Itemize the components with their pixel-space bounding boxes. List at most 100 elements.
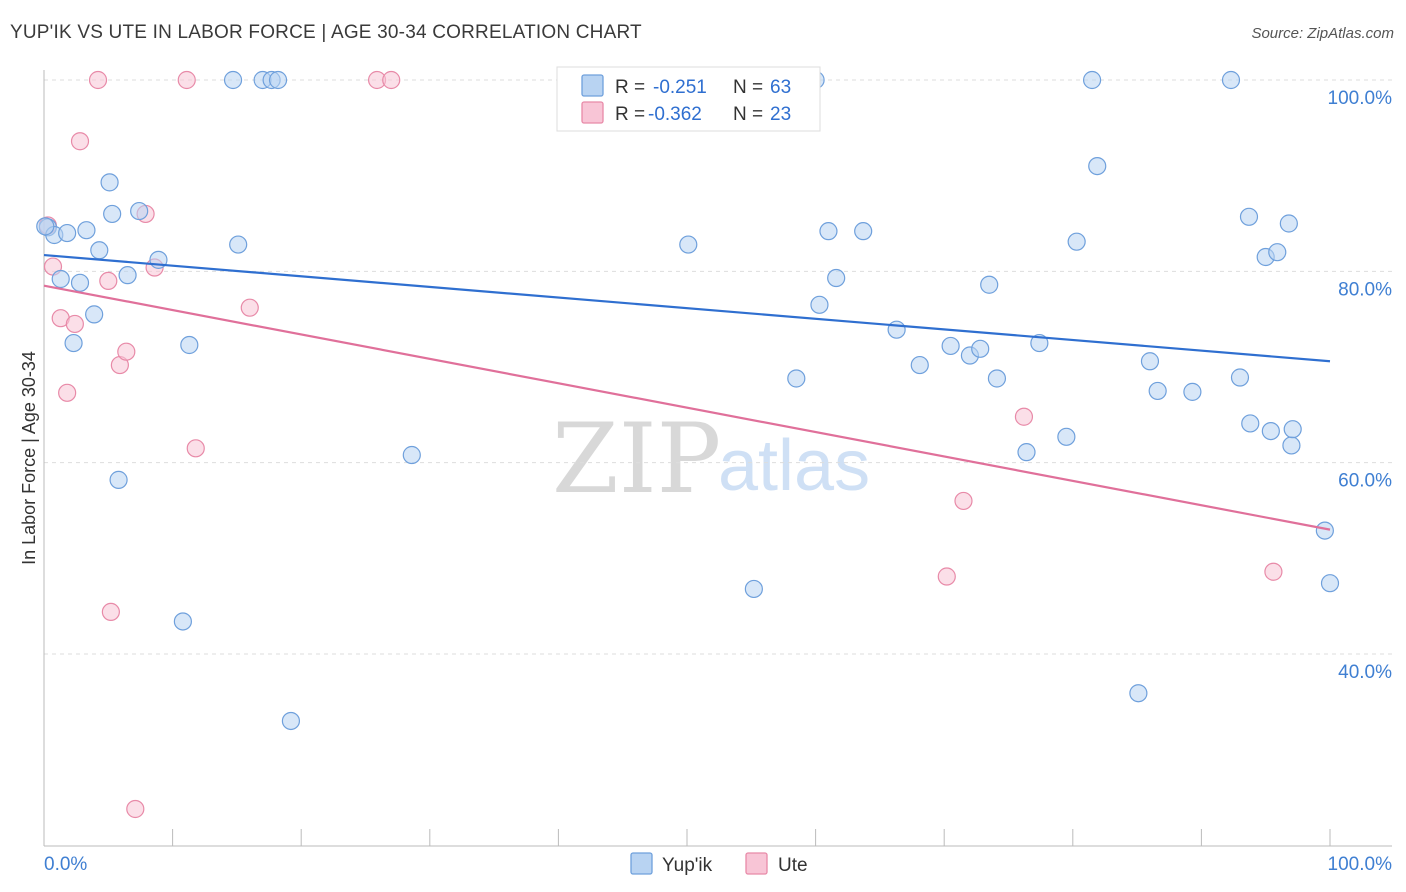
ute-point-5 bbox=[70, 132, 90, 151]
x-tick-label-min: 0.0% bbox=[44, 854, 87, 875]
yupik-point-8 bbox=[90, 241, 109, 260]
yupik-point-15 bbox=[173, 612, 192, 631]
ute-point-20 bbox=[954, 491, 973, 511]
y-tick-label-100: 100.0% bbox=[1328, 88, 1393, 109]
yupik-point-62 bbox=[36, 217, 55, 236]
yupik-point-18 bbox=[229, 235, 248, 254]
bottom-legend-yupik: Yup'ik bbox=[662, 855, 713, 876]
y-tick-labels: 40.0% 60.0% 80.0% 100.0% bbox=[1328, 88, 1393, 683]
ute-point-21 bbox=[1014, 407, 1034, 426]
yupik-point-11 bbox=[109, 470, 128, 489]
ute-point-3 bbox=[58, 383, 77, 402]
gridlines bbox=[44, 79, 1392, 655]
yupik-trend-line bbox=[43, 253, 1331, 363]
yupik-point-37 bbox=[971, 339, 990, 358]
yupik-point-22 bbox=[281, 711, 301, 731]
yupik-point-43 bbox=[1067, 232, 1086, 251]
yupik-point-56 bbox=[1268, 243, 1287, 262]
ute-point-22 bbox=[1264, 562, 1283, 581]
legend-yupik-n-value: 63 bbox=[770, 77, 791, 98]
watermark: ZIP atlas bbox=[552, 403, 870, 515]
y-tick-label-60: 60.0% bbox=[1338, 471, 1392, 492]
yupik-point-58 bbox=[1282, 436, 1301, 455]
bottom-legend-swatch-ute bbox=[745, 852, 768, 875]
ute-point-15 bbox=[186, 439, 205, 458]
yupik-point-35 bbox=[941, 336, 960, 356]
ute-point-14 bbox=[177, 70, 196, 90]
ute-trend-line bbox=[43, 284, 1331, 531]
yupik-point-10 bbox=[103, 204, 122, 224]
legend-swatch-ute bbox=[581, 101, 604, 124]
yupik-point-39 bbox=[987, 369, 1007, 388]
yupik-point-59 bbox=[1283, 420, 1302, 439]
ute-point-6 bbox=[88, 70, 108, 90]
watermark-atlas: atlas bbox=[718, 426, 870, 506]
ute-point-4 bbox=[65, 314, 84, 334]
legend-yupik-r-value: -0.251 bbox=[653, 77, 707, 98]
yupik-point-25 bbox=[679, 235, 698, 254]
yupik-point-49 bbox=[1183, 382, 1202, 401]
yupik-point-9 bbox=[100, 173, 119, 192]
legend-ute-r-label: R = bbox=[615, 104, 645, 125]
ute-point-8 bbox=[101, 602, 120, 622]
ute-point-11 bbox=[126, 799, 145, 819]
y-tick-label-80: 80.0% bbox=[1338, 279, 1392, 300]
yupik-point-42 bbox=[1057, 427, 1076, 446]
yupik-point-12 bbox=[118, 266, 137, 285]
yupik-point-17 bbox=[223, 70, 243, 90]
yupik-point-26 bbox=[744, 579, 763, 599]
ute-point-16 bbox=[240, 298, 259, 317]
y-tick-label-40: 40.0% bbox=[1338, 662, 1392, 683]
yupik-point-55 bbox=[1261, 421, 1280, 441]
yupik-point-41 bbox=[1030, 333, 1049, 353]
yupik-point-13 bbox=[130, 201, 149, 221]
chart-title: YUP'IK VS UTE IN LABOR FORCE | AGE 30-34… bbox=[10, 22, 642, 43]
series-legend: Yup'ik Ute bbox=[630, 852, 808, 876]
yupik-point-21 bbox=[268, 70, 288, 90]
yupik-point-6 bbox=[77, 221, 96, 240]
ute-point-7 bbox=[99, 271, 118, 290]
yupik-point-4 bbox=[64, 333, 83, 353]
legend-ute-r-value: -0.362 bbox=[648, 104, 702, 125]
yupik-point-33 bbox=[887, 320, 906, 339]
yupik-point-2 bbox=[51, 269, 70, 289]
legend-yupik-n-label: N = bbox=[733, 77, 763, 98]
yupik-point-40 bbox=[1017, 443, 1036, 462]
yupik-point-3 bbox=[58, 223, 77, 243]
correlation-legend: R = -0.251 N = 63 R = -0.362 N = 23 bbox=[556, 66, 821, 132]
yupik-point-30 bbox=[819, 222, 838, 241]
yupik-point-60 bbox=[1315, 521, 1334, 540]
yupik-point-32 bbox=[854, 222, 873, 241]
yupik-point-23 bbox=[402, 445, 421, 465]
yupik-point-44 bbox=[1082, 70, 1102, 90]
yupik-point-45 bbox=[1088, 157, 1107, 176]
legend-yupik-r-label: R = bbox=[615, 77, 645, 98]
yupik-point-7 bbox=[85, 305, 104, 324]
source-label: Source: ZipAtlas.com bbox=[1251, 25, 1394, 42]
yupik-point-48 bbox=[1148, 381, 1167, 401]
yupik-point-16 bbox=[180, 335, 199, 355]
yupik-point-29 bbox=[810, 295, 829, 314]
watermark-zip: ZIP bbox=[552, 403, 721, 515]
yupik-point-34 bbox=[910, 355, 929, 375]
yupik-point-57 bbox=[1279, 214, 1298, 233]
yupik-point-31 bbox=[827, 268, 846, 288]
yupik-point-50 bbox=[1221, 70, 1241, 90]
legend-swatch-yupik bbox=[581, 74, 604, 97]
yupik-point-53 bbox=[1241, 414, 1260, 433]
yupik-point-52 bbox=[1239, 207, 1259, 226]
y-axis-label: In Labor Force | Age 30-34 bbox=[19, 351, 39, 565]
yupik-point-61 bbox=[1320, 574, 1340, 593]
x-axis-ticks bbox=[43, 829, 1331, 846]
series-yupik-points bbox=[36, 70, 1340, 731]
yupik-point-46 bbox=[1129, 684, 1148, 703]
legend-ute-n-value: 23 bbox=[770, 104, 791, 125]
yupik-point-5 bbox=[70, 273, 90, 292]
ute-point-18 bbox=[382, 70, 401, 90]
yupik-point-27 bbox=[787, 369, 806, 388]
yupik-point-51 bbox=[1230, 368, 1250, 387]
yupik-point-47 bbox=[1140, 352, 1160, 371]
ute-point-10 bbox=[117, 342, 136, 361]
legend-ute-n-label: N = bbox=[733, 104, 763, 125]
yupik-point-38 bbox=[980, 275, 999, 294]
